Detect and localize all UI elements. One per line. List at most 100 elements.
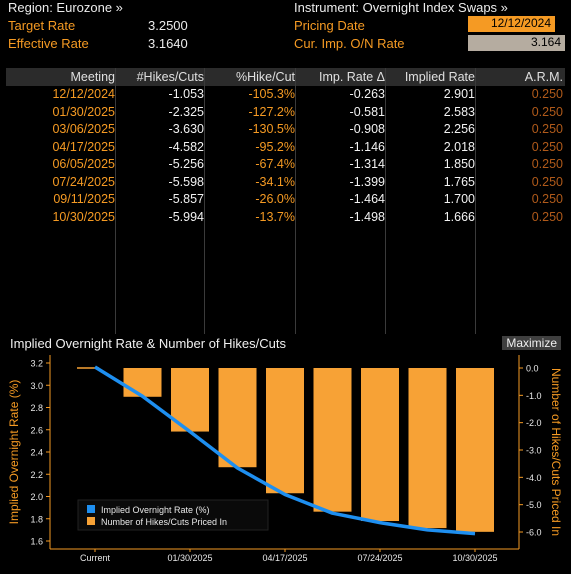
col-implied-rate[interactable]: Implied Rate — [404, 70, 475, 84]
col-imp-rate-delta[interactable]: Imp. Rate Δ — [318, 70, 385, 84]
cell-hikes-cuts: -3.630 — [168, 122, 204, 136]
cell-implied-rate: 1.666 — [443, 209, 475, 224]
y-tick-label: 2.6 — [30, 425, 43, 435]
meetings-table: Meeting #Hikes/Cuts %Hike/Cut Imp. Rate … — [6, 68, 565, 334]
cell-hikes-cuts: -1.053 — [168, 87, 204, 101]
col-meeting[interactable]: Meeting — [70, 70, 115, 84]
x-tick-label: Current — [80, 553, 111, 563]
cell-imp-rate-delta: -0.908 — [349, 122, 385, 136]
x-tick-label: 01/30/2025 — [167, 553, 212, 563]
y-tick-label: 3.2 — [30, 359, 43, 369]
cell-imp-rate-delta: -1.399 — [349, 174, 385, 189]
cell-imp-rate-delta: -0.581 — [349, 104, 385, 119]
x-tick-label: 04/17/2025 — [262, 553, 307, 563]
cell-meeting: 10/30/2025 — [52, 209, 115, 224]
table-row[interactable]: 10/30/2025 -5.994 -13.7% -1.498 1.666 0.250 — [6, 209, 565, 227]
bar-04/17/2025 — [266, 368, 304, 494]
cell-implied-rate: 2.901 — [443, 87, 475, 101]
cell-pct-hike-cut: -67.4% — [255, 157, 295, 171]
y-tick-label: 3.0 — [30, 381, 43, 391]
column-divider — [385, 68, 386, 334]
column-divider — [115, 68, 116, 334]
cell-pct-hike-cut: -34.1% — [255, 174, 295, 189]
cell-implied-rate: 1.765 — [443, 174, 475, 189]
maximize-button[interactable]: Maximize — [502, 336, 561, 350]
cell-hikes-cuts: -5.857 — [168, 192, 204, 206]
cell-meeting: 03/06/2025 — [52, 122, 115, 136]
cell-meeting: 07/24/2025 — [52, 174, 115, 189]
cell-meeting: 06/05/2025 — [52, 157, 115, 171]
bar-12/12/2024 — [123, 368, 162, 397]
effective-rate-value: 3.1640 — [148, 36, 188, 51]
y2-tick-label: -5.0 — [526, 500, 542, 510]
cell-imp-rate-delta: -0.263 — [349, 87, 385, 101]
y-tick-label: 2.2 — [30, 470, 43, 480]
cell-meeting: 09/11/2025 — [53, 192, 115, 206]
cell-arm: 0.250 — [531, 122, 563, 136]
y-axis-title: Implied Overnight Rate (%) — [7, 380, 21, 525]
cell-hikes-cuts: -5.598 — [168, 174, 204, 189]
table-row[interactable]: 03/06/2025 -3.630 -130.5% -0.908 2.256 0.250 — [6, 121, 565, 139]
cell-implied-rate: 2.583 — [443, 104, 475, 119]
pricing-date-field[interactable]: 12/12/2024 — [468, 16, 555, 32]
cell-arm: 0.250 — [531, 192, 563, 206]
column-divider — [475, 68, 476, 334]
y2-tick-label: -4.0 — [526, 473, 542, 483]
cell-imp-rate-delta: -1.464 — [349, 192, 385, 206]
column-divider — [295, 68, 296, 334]
table-row[interactable]: 04/17/2025 -4.582 -95.2% -1.146 2.018 0.250 — [6, 139, 565, 157]
cell-hikes-cuts: -2.325 — [168, 104, 204, 119]
cell-arm: 0.250 — [531, 104, 563, 119]
cell-implied-rate: 1.850 — [443, 157, 475, 171]
y2-tick-label: 0.0 — [526, 364, 539, 374]
bar-06/05/2025 — [313, 368, 352, 512]
cell-arm: 0.250 — [531, 174, 563, 189]
table-row[interactable]: 12/12/2024 -1.053 -105.3% -0.263 2.901 0.250 — [6, 86, 565, 104]
y-tick-label: 2.0 — [30, 492, 43, 502]
cell-pct-hike-cut: -26.0% — [255, 192, 295, 206]
column-divider — [204, 68, 205, 334]
x-tick-label: 10/30/2025 — [452, 553, 497, 563]
col-hikes-cuts[interactable]: #Hikes/Cuts — [136, 70, 204, 84]
y-tick-label: 1.8 — [30, 514, 43, 524]
cell-pct-hike-cut: -127.2% — [248, 104, 295, 119]
y-tick-label: 2.4 — [30, 448, 43, 458]
cell-implied-rate: 1.700 — [443, 192, 475, 206]
cell-arm: 0.250 — [531, 209, 563, 224]
legend-swatch-rate — [87, 505, 95, 513]
instrument-selector[interactable]: Instrument: Overnight Index Swaps » — [294, 0, 508, 15]
legend-label-rate: Implied Overnight Rate (%) — [101, 505, 210, 515]
legend-box — [77, 499, 269, 531]
table-row[interactable]: 01/30/2025 -2.325 -127.2% -0.581 2.583 0.250 — [6, 104, 565, 122]
pricing-date-label: Pricing Date — [294, 18, 365, 33]
y2-tick-label: -3.0 — [526, 446, 542, 456]
target-rate-label: Target Rate — [8, 18, 76, 33]
cell-pct-hike-cut: -95.2% — [255, 139, 295, 154]
cell-pct-hike-cut: -105.3% — [248, 87, 295, 101]
cur-imp-on-rate-label: Cur. Imp. O/N Rate — [294, 36, 405, 51]
col-arm[interactable]: A.R.M. — [524, 70, 563, 84]
y-tick-label: 2.8 — [30, 403, 43, 413]
effective-rate-label: Effective Rate — [8, 36, 89, 51]
cell-meeting: 01/30/2025 — [52, 104, 115, 119]
cell-arm: 0.250 — [531, 87, 563, 101]
bar-03/06/2025 — [218, 368, 257, 468]
legend-label-hikes: Number of Hikes/Cuts Priced In — [101, 517, 227, 527]
cell-hikes-cuts: -4.582 — [168, 139, 204, 154]
cell-hikes-cuts: -5.256 — [168, 157, 204, 171]
chart-title: Implied Overnight Rate & Number of Hikes… — [10, 336, 286, 351]
col-pct-hike-cut[interactable]: %Hike/Cut — [235, 70, 295, 84]
table-row[interactable]: 09/11/2025 -5.857 -26.0% -1.464 1.700 0.250 — [6, 191, 565, 209]
implied-rate-line — [94, 365, 476, 536]
y2-tick-label: -2.0 — [526, 418, 542, 428]
cell-pct-hike-cut: -13.7% — [255, 209, 295, 224]
y-tick-label: 1.6 — [30, 537, 43, 547]
cell-imp-rate-delta: -1.498 — [349, 209, 385, 224]
y2-axis-title: Number of Hikes/Cuts Priced In — [549, 368, 563, 536]
table-row[interactable]: 06/05/2025 -5.256 -67.4% -1.314 1.850 0.250 — [6, 156, 565, 174]
table-row[interactable]: 07/24/2025 -5.598 -34.1% -1.399 1.765 0.250 — [6, 174, 565, 192]
region-selector[interactable]: Region: Eurozone » — [8, 0, 123, 15]
y2-tick-label: -1.0 — [526, 391, 542, 401]
cell-implied-rate: 2.256 — [443, 122, 475, 136]
